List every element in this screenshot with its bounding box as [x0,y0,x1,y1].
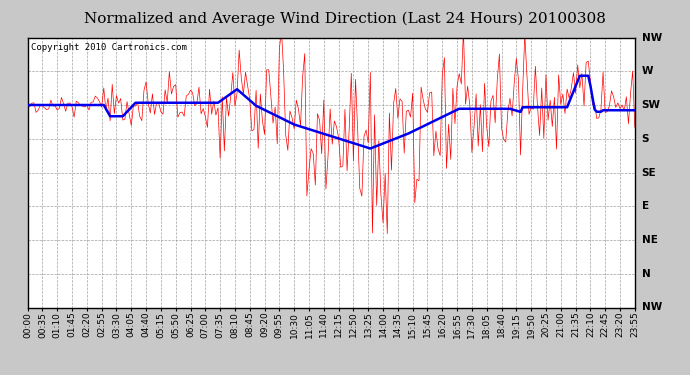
Text: SE: SE [642,168,656,177]
Text: Normalized and Average Wind Direction (Last 24 Hours) 20100308: Normalized and Average Wind Direction (L… [84,11,606,26]
Text: N: N [642,269,651,279]
Text: NW: NW [642,33,662,42]
Text: W: W [642,66,653,76]
Text: NW: NW [642,303,662,312]
Text: Copyright 2010 Cartronics.com: Copyright 2010 Cartronics.com [30,43,186,52]
Text: NE: NE [642,235,658,245]
Text: SW: SW [642,100,661,110]
Text: S: S [642,134,649,144]
Text: E: E [642,201,649,211]
